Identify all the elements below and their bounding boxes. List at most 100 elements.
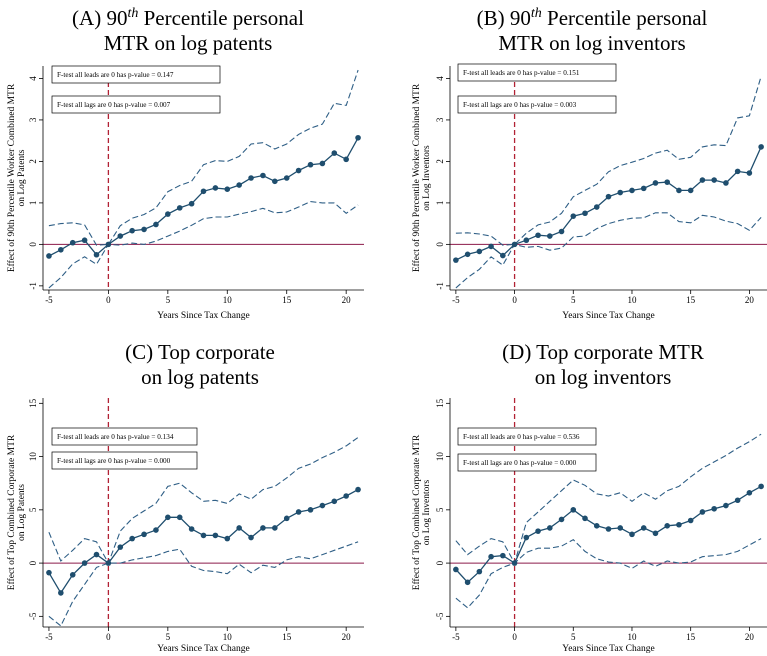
estimate-point — [46, 569, 52, 576]
f-test-note-box — [51, 451, 198, 470]
estimate-point — [593, 523, 600, 529]
panel-title-line: on log inventors — [535, 365, 672, 389]
panel-title-line: on log patents — [141, 365, 259, 389]
x-tick-label: 5 — [166, 295, 171, 305]
x-tick-label: 0 — [106, 632, 111, 642]
estimate-point — [105, 241, 112, 248]
x-tick-label: 10 — [223, 295, 233, 305]
estimate-point — [153, 527, 159, 533]
f-test-note-text: F-test all lags are 0 has p-value = 0.00… — [463, 101, 577, 109]
y-axis-label: Effect of Top Combined Corporate MTR — [6, 434, 17, 590]
estimate-point — [129, 227, 135, 234]
f-test-note-box — [457, 453, 597, 472]
estimate-point — [453, 257, 459, 263]
estimate-point — [511, 241, 518, 248]
panel-title-text: (B) 90 — [477, 6, 531, 30]
estimate-point — [500, 252, 506, 259]
y-tick-label: 10 — [435, 452, 445, 462]
x-tick-label: -5 — [452, 632, 460, 642]
estimate-point — [582, 210, 588, 217]
estimate-point — [570, 507, 577, 513]
estimate-point — [723, 180, 729, 186]
estimate-point — [46, 253, 52, 259]
panel-title-superscript: th — [531, 6, 542, 21]
estimate-point — [711, 505, 717, 512]
y-tick-label: 3 — [28, 117, 38, 122]
estimate-point — [640, 525, 647, 531]
estimate-point — [488, 553, 494, 560]
ci-lower-line — [455, 212, 762, 289]
estimate-point — [582, 515, 588, 522]
ci-lower-line — [48, 541, 359, 627]
estimate-point — [355, 134, 361, 141]
estimate-point — [746, 489, 753, 496]
estimate-point — [319, 502, 326, 509]
y-tick-label: 5 — [435, 507, 445, 512]
ci-upper-line — [48, 436, 359, 565]
x-tick-label: -5 — [45, 295, 53, 305]
x-tick-label: 0 — [106, 295, 111, 305]
estimate-point — [687, 517, 694, 524]
estimate-point — [283, 515, 290, 522]
y-tick-label: 5 — [28, 507, 38, 512]
y-tick-label: 0 — [435, 560, 445, 565]
ci-lower-line — [48, 201, 359, 289]
y-axis-label: on Log Patents — [17, 149, 27, 206]
estimate-point — [476, 568, 483, 575]
estimate-point — [640, 185, 647, 192]
estimate-line — [48, 137, 359, 257]
estimate-point — [699, 177, 706, 183]
estimate-point — [153, 221, 159, 228]
y-tick-label: 2 — [28, 159, 38, 164]
x-tick-label: 15 — [686, 632, 696, 642]
estimate-point — [58, 590, 64, 596]
estimate-point — [664, 179, 671, 185]
estimate-point — [58, 246, 64, 253]
f-test-note-box — [51, 95, 221, 114]
estimate-point — [605, 193, 612, 200]
panel-title-superscript: th — [127, 6, 138, 21]
f-test-note-text: F-test all leads are 0 has p-value = 0.1… — [463, 69, 580, 77]
y-axis-label: Effect of Top Combined Corporate MTR — [411, 434, 422, 590]
estimate-point — [93, 251, 100, 258]
x-tick-label: 15 — [686, 295, 696, 305]
estimate-point — [165, 514, 171, 521]
estimate-point — [81, 237, 88, 244]
estimate-point — [558, 228, 565, 235]
estimate-point — [295, 509, 302, 515]
x-axis-label: Years Since Tax Change — [562, 644, 654, 654]
y-tick-label: -1 — [435, 282, 445, 290]
estimate-point — [141, 226, 147, 233]
y-tick-label: 0 — [28, 560, 38, 565]
estimate-point — [546, 233, 553, 239]
f-test-note-box — [457, 63, 617, 82]
x-axis-label: Years Since Tax Change — [157, 644, 249, 654]
y-tick-label: 0 — [435, 242, 445, 247]
estimate-point — [331, 150, 338, 156]
estimate-point — [93, 551, 100, 558]
f-test-note-text: F-test all leads are 0 has p-value = 0.1… — [57, 71, 174, 79]
estimate-point — [699, 509, 706, 515]
estimate-point — [535, 232, 541, 239]
estimate-point — [272, 178, 278, 185]
y-tick-label: 15 — [435, 398, 445, 408]
estimate-point — [593, 204, 600, 210]
panel-title-text: (D) Top corporate MTR — [502, 340, 704, 364]
f-test-note-text: F-test all lags are 0 has p-value = 0.00… — [57, 457, 171, 465]
y-tick-label: 1 — [435, 201, 445, 206]
y-tick-label: 15 — [28, 398, 38, 408]
panel-title-text: on log patents — [141, 365, 259, 389]
estimate-point — [676, 521, 682, 528]
panel-title-line: MTR on log patents — [104, 31, 273, 55]
f-test-note-box — [51, 65, 221, 84]
f-test-note-text: F-test all lags are 0 has p-value = 0.00… — [463, 459, 577, 467]
estimate-point — [224, 535, 231, 542]
estimate-point — [69, 572, 76, 578]
f-test-note-box — [457, 95, 617, 114]
estimate-point — [734, 168, 741, 175]
x-tick-label: 10 — [627, 632, 637, 642]
f-test-note-box — [51, 427, 198, 446]
panel-title-line: (A) 90th Percentile personal — [72, 6, 304, 30]
